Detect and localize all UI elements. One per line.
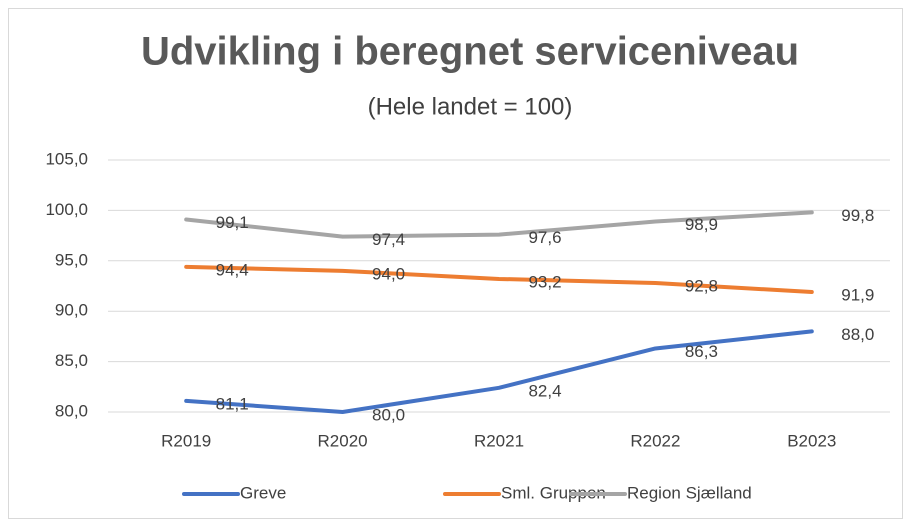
data-label: 94,4 — [216, 260, 249, 279]
data-label: 81,1 — [216, 394, 249, 413]
legend-label: Greve — [240, 483, 286, 502]
legend-label: Sml. Gruppen — [501, 483, 606, 502]
legend-label: Region Sjælland — [627, 483, 752, 502]
data-label: 80,0 — [372, 405, 405, 424]
chart-border — [8, 8, 903, 519]
data-label: 93,2 — [528, 272, 561, 291]
y-tick-label: 95,0 — [55, 250, 88, 269]
y-tick-label: 100,0 — [45, 200, 88, 219]
y-tick-label: 85,0 — [55, 351, 88, 370]
data-label: 92,8 — [685, 276, 718, 295]
x-tick-label: R2019 — [161, 431, 211, 450]
data-label: 86,3 — [685, 342, 718, 361]
x-tick-label: R2021 — [474, 431, 524, 450]
chart-title: Udvikling i beregnet serviceniveau — [141, 30, 799, 74]
x-tick-label: R2020 — [318, 431, 368, 450]
data-label: 99,1 — [216, 213, 249, 232]
chart-subtitle: (Hele landet = 100) — [368, 93, 573, 120]
series-line — [184, 210, 814, 239]
y-tick-label: 105,0 — [45, 149, 88, 168]
data-label: 82,4 — [528, 381, 561, 400]
y-tick-label: 90,0 — [55, 301, 88, 320]
x-tick-label: B2023 — [787, 431, 836, 450]
series-line — [184, 329, 814, 414]
x-tick-label: R2022 — [630, 431, 680, 450]
series-line — [184, 264, 814, 295]
data-label: 98,9 — [685, 215, 718, 234]
data-label: 97,6 — [528, 228, 561, 247]
data-label: 88,0 — [841, 325, 874, 344]
y-tick-label: 80,0 — [55, 401, 88, 420]
data-label: 94,0 — [372, 264, 405, 283]
data-label: 97,4 — [372, 230, 405, 249]
data-label: 91,9 — [841, 286, 874, 305]
data-label: 99,8 — [841, 206, 874, 225]
